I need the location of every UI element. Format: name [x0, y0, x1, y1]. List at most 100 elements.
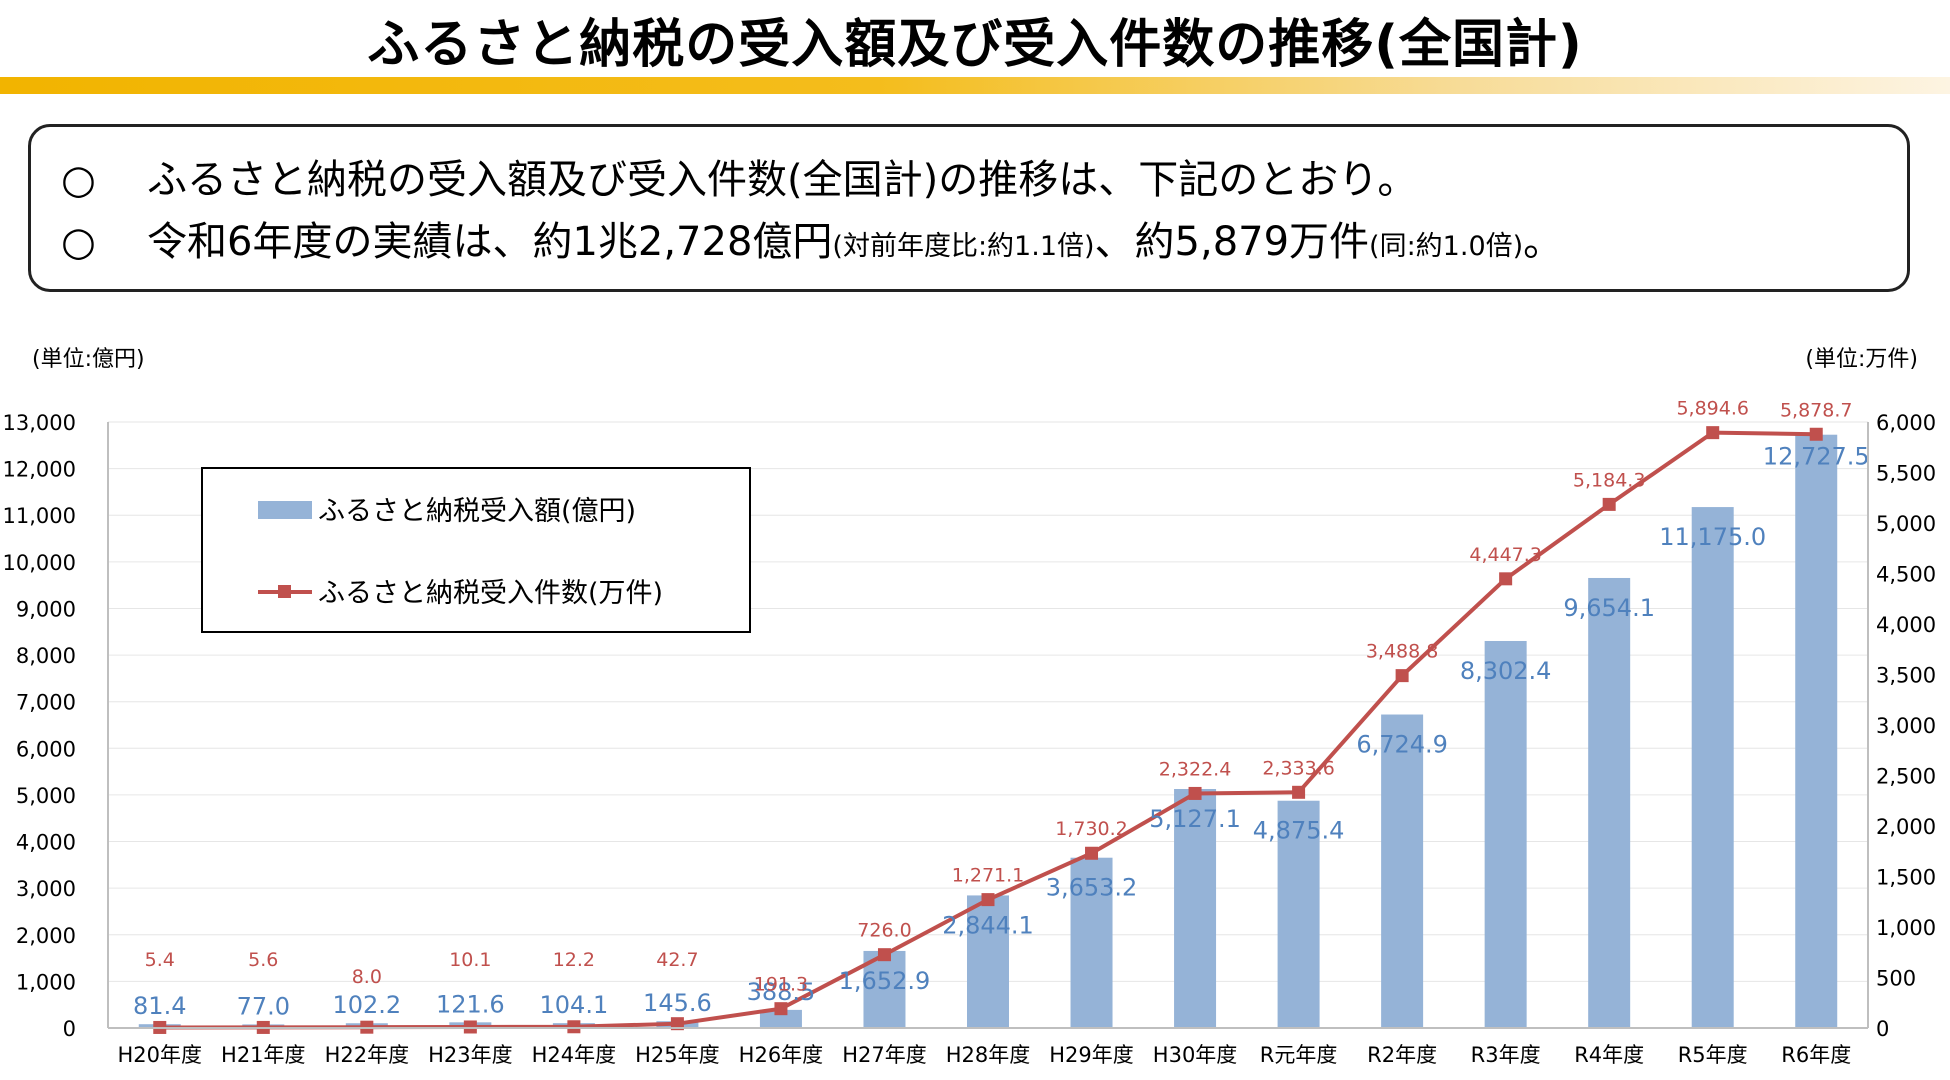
legend-bar-label: ふるさと納税受入額(億円) [318, 496, 636, 527]
right-tick-label: 6,000 [1876, 411, 1936, 435]
bar-value-label: 8,302.4 [1460, 657, 1552, 685]
count-marker [981, 893, 995, 907]
left-tick-label: 6,000 [16, 737, 76, 761]
x-tick-label: H22年度 [325, 1043, 410, 1067]
bar-value-label: 4,875.4 [1253, 817, 1345, 845]
right-tick-label: 5,000 [1876, 512, 1936, 536]
right-tick-label: 500 [1876, 967, 1916, 991]
count-marker [877, 948, 891, 962]
count-marker [1292, 785, 1306, 799]
count-value-label: 8.0 [352, 966, 382, 988]
bar [1691, 507, 1734, 1028]
bar-value-label: 388.5 [747, 978, 816, 1006]
summary-line-1: ○ ふるさと納税の受入額及び受入件数(全国計)の推移は、下記のとおり。 [61, 147, 1417, 205]
legend: ふるさと納税受入額(億円) ふるさと納税受入件数(万件) [201, 467, 751, 633]
x-tick-label: H30年度 [1153, 1043, 1238, 1067]
left-tick-label: 3,000 [16, 877, 76, 901]
bar-value-label: 81.4 [133, 992, 186, 1020]
x-tick-label: R5年度 [1678, 1043, 1748, 1067]
bar [1381, 714, 1424, 1028]
right-tick-label: 3,000 [1876, 714, 1936, 738]
count-marker [1499, 572, 1513, 586]
left-tick-label: 12,000 [3, 458, 76, 482]
left-tick-label: 9,000 [16, 597, 76, 621]
bullet-circle-icon: ○ [61, 219, 96, 265]
summary-text-1: ふるさと納税の受入額及び受入件数(全国計)の推移は、下記のとおり。 [147, 157, 1418, 203]
count-value-label: 5.4 [145, 949, 175, 971]
bar-value-label: 77.0 [237, 992, 290, 1020]
x-tick-label: H21年度 [221, 1043, 306, 1067]
summary-text-2-main: 令和6年度の実績は、約1兆2,728億円 [147, 219, 833, 265]
bar-value-label: 145.6 [643, 989, 712, 1017]
left-tick-label: 2,000 [16, 924, 76, 948]
legend-box [201, 467, 751, 633]
right-tick-label: 2,500 [1876, 765, 1936, 789]
right-tick-label: 5,500 [1876, 462, 1936, 486]
summary-text-2-ratio: (対前年度比:約1.1倍) [832, 231, 1095, 262]
x-tick-label: R6年度 [1781, 1043, 1851, 1067]
x-tick-label: H28年度 [946, 1043, 1031, 1067]
count-marker [1602, 497, 1616, 511]
x-tick-label: R2年度 [1367, 1043, 1437, 1067]
count-value-label: 2,322.4 [1159, 758, 1232, 780]
legend-bar-swatch [258, 501, 312, 519]
bar-value-label: 121.6 [436, 990, 505, 1018]
count-marker [1809, 427, 1823, 441]
count-value-label: 10.1 [449, 949, 491, 971]
bar-value-label: 11,175.0 [1659, 523, 1766, 551]
bar-value-label: 12,727.5 [1763, 443, 1870, 471]
furusato-chart: (単位:億円) (単位:万件) 81.4 77.0 102.2 121.6 104.1 1… [3, 347, 1937, 1067]
x-tick-label: H29年度 [1049, 1043, 1134, 1067]
x-tick-label: H25年度 [635, 1043, 720, 1067]
page-title: ふるさと納税の受入額及び受入件数の推移(全国計) [367, 15, 1583, 75]
bar [967, 895, 1009, 1028]
left-tick-label: 11,000 [3, 504, 76, 528]
count-value-label: 3,488.8 [1366, 641, 1439, 663]
count-marker [567, 1020, 581, 1034]
count-value-label: 42.7 [656, 949, 698, 971]
bar [1174, 788, 1217, 1028]
left-axis-unit: (単位:億円) [32, 347, 145, 372]
count-marker [774, 1002, 788, 1016]
left-tick-label: 1,000 [16, 970, 76, 994]
left-tick-label: 0 [63, 1017, 76, 1041]
x-tick-label: H24年度 [532, 1043, 617, 1067]
x-tick-label: H26年度 [739, 1043, 824, 1067]
left-tick-label: 4,000 [16, 831, 76, 855]
right-tick-label: 1,500 [1876, 866, 1936, 890]
right-tick-label: 0 [1876, 1017, 1889, 1041]
left-tick-label: 8,000 [16, 644, 76, 668]
bullet-circle-icon: ○ [61, 157, 96, 203]
summary-text-2-end: 。 [1523, 219, 1564, 265]
left-tick-label: 5,000 [16, 784, 76, 808]
right-tick-label: 2,000 [1876, 815, 1936, 839]
left-tick-label: 13,000 [3, 411, 76, 435]
count-marker [670, 1017, 684, 1031]
bar-value-label: 3,653.2 [1046, 874, 1138, 902]
x-tick-label: R元年度 [1260, 1043, 1338, 1067]
bar-value-label: 2,844.1 [942, 911, 1034, 939]
count-value-label: 1,271.1 [952, 865, 1025, 887]
summary-line-2: ○ 令和6年度の実績は、約1兆2,728億円(対前年度比:約1.1倍)、約5,87… [61, 209, 1563, 267]
bar [1795, 434, 1838, 1028]
bar [1588, 577, 1631, 1028]
bar-value-label: 104.1 [540, 991, 609, 1019]
x-tick-label: H20年度 [118, 1043, 203, 1067]
count-marker [1188, 786, 1202, 800]
right-tick-label: 1,000 [1876, 916, 1936, 940]
right-tick-label: 3,500 [1876, 664, 1936, 688]
left-tick-label: 10,000 [3, 551, 76, 575]
x-tick-label: H23年度 [428, 1043, 513, 1067]
count-value-label: 726.0 [857, 920, 911, 942]
x-tick-label: R4年度 [1574, 1043, 1644, 1067]
bar-value-label: 102.2 [332, 991, 401, 1019]
bar [1070, 857, 1113, 1028]
summary-text-2-count: 、約5,879万件 [1094, 219, 1370, 265]
right-tick-label: 4,000 [1876, 613, 1936, 637]
count-marker [1395, 669, 1409, 683]
bar-value-label: 1,652.9 [839, 967, 931, 995]
count-value-label: 1,730.2 [1055, 818, 1128, 840]
count-value-label: 5,894.6 [1676, 398, 1749, 420]
count-marker [1706, 426, 1720, 440]
count-value-label: 5,878.7 [1780, 399, 1853, 421]
